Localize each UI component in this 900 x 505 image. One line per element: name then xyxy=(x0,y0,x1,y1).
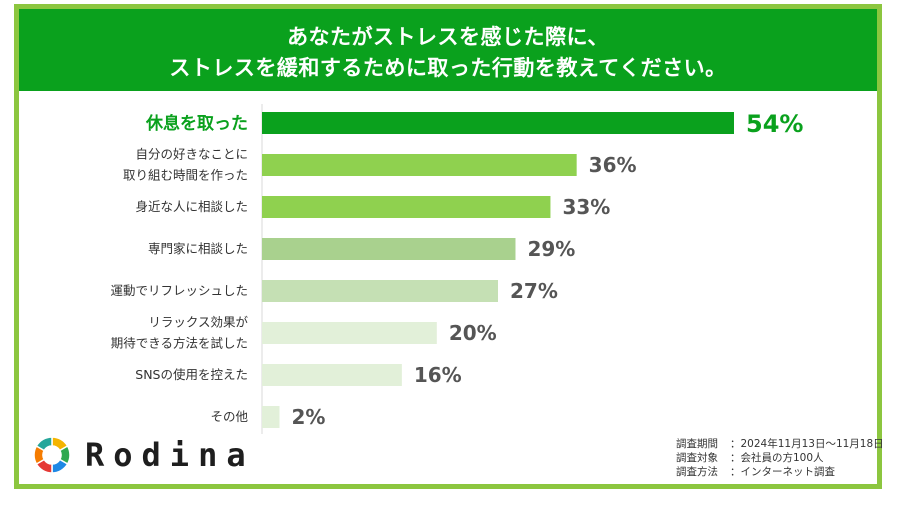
bar-3 xyxy=(262,238,516,260)
category-label-5-0: リラックス効果が xyxy=(148,315,248,330)
value-label-3: 29% xyxy=(527,237,575,261)
value-label-1: 36% xyxy=(589,153,637,177)
bar-0 xyxy=(262,112,734,134)
bar-1 xyxy=(262,154,577,176)
category-label-4: 運動でリフレッシュした xyxy=(110,283,248,298)
bar-2 xyxy=(262,196,551,218)
bar-6 xyxy=(262,364,402,386)
category-label-6: SNSの使用を控えた xyxy=(135,367,248,382)
category-label-1-1: 取り組む時間を作った xyxy=(123,168,248,183)
category-label-3: 専門家に相談した xyxy=(148,241,248,256)
title-line-1: あなたがストレスを感じた際に、 xyxy=(287,25,609,49)
survey-notes: 調査期間 ：2024年11月13日～11月18日 調査対象 ：会社員の方100人 調… xyxy=(676,437,884,479)
value-label-5: 20% xyxy=(449,321,497,345)
survey-note-target: 調査対象 ：会社員の方100人 xyxy=(676,452,824,464)
category-label-1-0: 自分の好きなことに xyxy=(135,147,248,162)
logo-mark-icon xyxy=(33,436,71,474)
survey-note-period: 調査期間 ：2024年11月13日～11月18日 xyxy=(676,438,884,450)
category-label-5-1: 期待できる方法を試した xyxy=(111,336,248,351)
value-label-4: 27% xyxy=(510,279,558,303)
survey-note-method: 調査方法 ：インターネット調査 xyxy=(676,466,835,478)
value-label-7: 2% xyxy=(291,405,325,429)
bar-4 xyxy=(262,280,498,302)
chart-frame: あなたがストレスを感じた際に、 ストレスを緩和するために取った行動を教えてくださ… xyxy=(14,4,882,489)
category-label-7: その他 xyxy=(210,409,248,424)
value-label-6: 16% xyxy=(414,363,462,387)
title-banner: あなたがストレスを感じた際に、 ストレスを緩和するために取った行動を教えてくださ… xyxy=(19,9,877,91)
logo-segment-5 xyxy=(35,436,53,452)
logo-text: Rodina xyxy=(85,436,255,474)
bar-7 xyxy=(262,406,280,428)
bar-5 xyxy=(262,322,437,344)
category-label-2: 身近な人に相談した xyxy=(135,199,248,214)
value-label-0: 54% xyxy=(746,110,803,138)
value-label-2: 33% xyxy=(562,195,610,219)
title-line-2: ストレスを緩和するために取った行動を教えてください。 xyxy=(169,56,727,80)
category-label-0: 休息を取った xyxy=(145,113,248,134)
